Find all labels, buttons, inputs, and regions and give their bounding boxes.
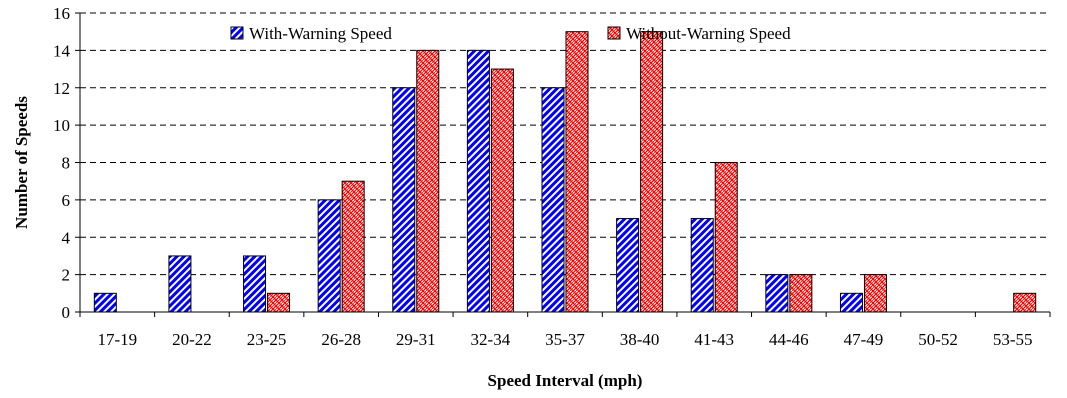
legend: With-Warning Speed Without-Warning Speed — [230, 24, 791, 43]
x-tick-labels: 17-19 20-22 23-25 26-28 29-31 32-34 35-37 38-40… — [79, 312, 1051, 349]
y-tick-label: 12 — [53, 79, 70, 98]
y-tick-label: 6 — [62, 191, 71, 210]
legend-label-with-warning: With-Warning Speed — [249, 24, 392, 43]
x-tick-label: 17-19 — [97, 330, 137, 349]
bar-with-warning-35-37 — [541, 87, 565, 313]
bar-with-warning-23-25 — [243, 255, 267, 313]
x-tick-label: 47-49 — [844, 330, 884, 349]
y-tick-label: 10 — [53, 116, 70, 135]
y-tick-labels: 0 2 4 6 8 10 12 14 16 — [53, 4, 80, 322]
x-tick-label: 35-37 — [545, 330, 585, 349]
x-tick-label: 32-34 — [471, 330, 511, 349]
x-tick-label: 41-43 — [694, 330, 734, 349]
legend-swatch-with-warning — [230, 26, 244, 40]
bars — [93, 31, 1037, 313]
bar-without-warning-38-40 — [640, 31, 664, 313]
bar-with-warning-47-49 — [839, 292, 863, 313]
bar-without-warning-53-55 — [1013, 292, 1037, 313]
bar-with-warning-44-46 — [765, 274, 789, 313]
bar-without-warning-23-25 — [267, 292, 291, 313]
y-tick-label: 8 — [62, 154, 71, 173]
y-tick-label: 0 — [62, 303, 71, 322]
bar-with-warning-38-40 — [616, 218, 640, 313]
y-tick-label: 2 — [62, 266, 71, 285]
bar-with-warning-20-22 — [168, 255, 192, 313]
x-tick-label: 53-55 — [993, 330, 1033, 349]
bar-without-warning-47-49 — [863, 274, 887, 313]
y-axis-title: Number of Speeds — [12, 96, 31, 229]
legend-swatch-without-warning — [607, 26, 621, 40]
bar-without-warning-32-34 — [490, 68, 514, 313]
y-tick-label: 4 — [62, 228, 71, 247]
x-tick-label: 20-22 — [172, 330, 212, 349]
legend-label-without-warning: Without-Warning Speed — [626, 24, 791, 43]
y-tick-label: 16 — [53, 4, 70, 23]
x-tick-label: 29-31 — [396, 330, 436, 349]
x-tick-label: 44-46 — [769, 330, 809, 349]
bar-without-warning-44-46 — [789, 274, 813, 313]
bar-with-warning-41-43 — [690, 218, 714, 313]
gridlines — [80, 12, 1050, 276]
bar-with-warning-29-31 — [392, 87, 416, 313]
bar-without-warning-26-28 — [341, 180, 365, 313]
bar-with-warning-26-28 — [317, 199, 341, 313]
x-tick-label: 50-52 — [918, 330, 958, 349]
y-tick-label: 14 — [53, 41, 71, 60]
bar-without-warning-35-37 — [565, 31, 589, 313]
bar-without-warning-29-31 — [416, 49, 440, 313]
bar-without-warning-41-43 — [714, 162, 738, 313]
bar-with-warning-32-34 — [466, 49, 490, 313]
x-tick-label: 26-28 — [321, 330, 361, 349]
x-tick-label: 23-25 — [247, 330, 287, 349]
bar-with-warning-17-19 — [93, 292, 117, 313]
x-axis-title: Speed Interval (mph) — [488, 371, 643, 390]
x-tick-label: 38-40 — [620, 330, 660, 349]
